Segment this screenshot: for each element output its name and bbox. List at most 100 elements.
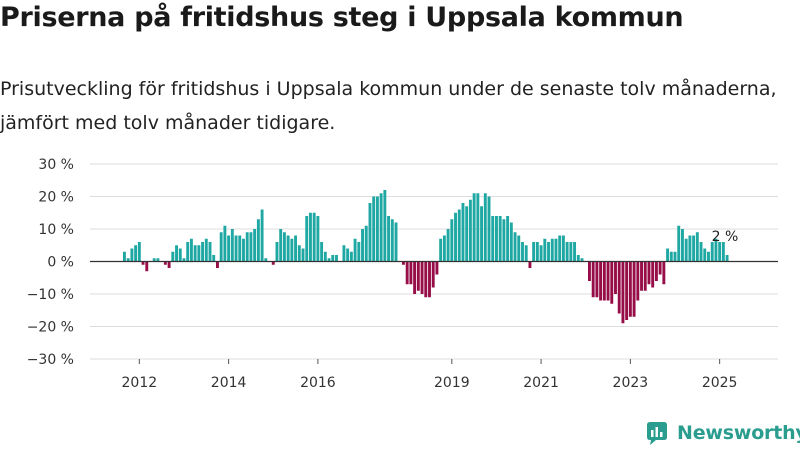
bar: [524, 245, 528, 262]
bar: [316, 216, 320, 262]
bar: [271, 261, 275, 265]
bar: [260, 209, 264, 262]
y-tick-label: −20 %: [27, 320, 74, 336]
bar: [509, 222, 513, 262]
bar: [249, 232, 253, 262]
bar: [528, 261, 532, 268]
bar: [394, 222, 398, 262]
bar: [335, 255, 338, 262]
bar: [718, 242, 722, 262]
y-axis-labels: 30 % 20 % 10 % 0 % −10 % −20 % −30 %: [27, 157, 74, 368]
bar: [212, 255, 216, 262]
bar: [487, 196, 491, 262]
bar: [331, 255, 335, 262]
bar: [513, 232, 517, 262]
bar: [123, 251, 126, 262]
last-value-label: 2 %: [712, 229, 739, 245]
bar: [654, 261, 658, 281]
chart-subtitle: Prisutveckling för fritidshus i Uppsala …: [0, 78, 777, 134]
y-tick-label: 10 %: [38, 222, 74, 238]
y-tick-label: 20 %: [38, 190, 74, 206]
bar: [468, 199, 472, 262]
bar: [383, 190, 387, 262]
bar: [681, 229, 684, 262]
bar: [673, 251, 677, 262]
x-tick-label: 2023: [613, 375, 649, 391]
bar: [573, 242, 577, 262]
bar: [375, 196, 379, 262]
bar: [309, 212, 312, 262]
bar: [424, 261, 428, 298]
bar: [610, 261, 614, 304]
bar: [599, 261, 603, 301]
bar: [156, 258, 160, 262]
bar: [368, 203, 372, 262]
chart-title: Priserna på fritidshus steg i Uppsala ko…: [0, 2, 684, 33]
bar: [721, 242, 725, 262]
bar: [517, 235, 521, 262]
bar: [647, 261, 651, 285]
bar: [171, 251, 175, 262]
bar: [223, 225, 227, 262]
bar: [714, 238, 718, 262]
bar: [126, 258, 130, 262]
bar: [402, 261, 405, 265]
bar: [550, 238, 554, 262]
bar: [186, 242, 190, 262]
bar: [491, 216, 495, 262]
bar: [301, 248, 305, 262]
bar: [364, 225, 368, 262]
bar: [669, 251, 673, 262]
bar: [547, 242, 550, 262]
bar: [521, 242, 524, 262]
bar: [145, 261, 149, 272]
bar: [454, 212, 457, 262]
bar: [561, 235, 565, 262]
bar: [137, 242, 141, 262]
bar: [725, 255, 729, 262]
bar: [253, 229, 257, 262]
bar: [245, 232, 249, 262]
brand-name: Newsworthy: [677, 422, 800, 444]
bar: [413, 261, 417, 294]
bar: [349, 251, 353, 262]
bar: [390, 219, 394, 262]
bar: [707, 251, 710, 262]
bar: [662, 261, 666, 285]
bar: [465, 206, 469, 262]
bar: [134, 245, 138, 262]
bar: [595, 261, 599, 298]
bar: [297, 245, 301, 262]
bar: [628, 261, 632, 317]
bar: [658, 261, 662, 275]
bar: [543, 238, 547, 262]
bar: [636, 261, 640, 301]
bar: [457, 209, 461, 262]
bar: [480, 206, 484, 262]
bar: [227, 235, 231, 262]
x-tick-label: 2025: [702, 375, 738, 391]
bar: [420, 261, 424, 294]
bar: [446, 229, 450, 262]
bar: [409, 261, 413, 285]
bar: [189, 238, 193, 262]
bar: [346, 248, 350, 262]
bar: [230, 229, 234, 262]
bar: [305, 216, 309, 262]
x-tick-label: 2019: [434, 375, 470, 391]
bar: [405, 261, 409, 285]
bar: [643, 261, 647, 291]
x-tick-label: 2014: [211, 375, 247, 391]
bar: [130, 248, 134, 262]
bar: [323, 251, 327, 262]
bar: [290, 238, 294, 262]
bar: [238, 235, 242, 262]
bar: [506, 216, 510, 262]
bar: [178, 248, 182, 262]
bar: [565, 242, 569, 262]
newsworthy-brand[interactable]: Newsworthy: [644, 420, 800, 446]
x-tick-label: 2012: [122, 375, 158, 391]
bar: [242, 238, 245, 262]
bar: [175, 245, 178, 262]
newsworthy-logo-icon: [647, 422, 667, 445]
